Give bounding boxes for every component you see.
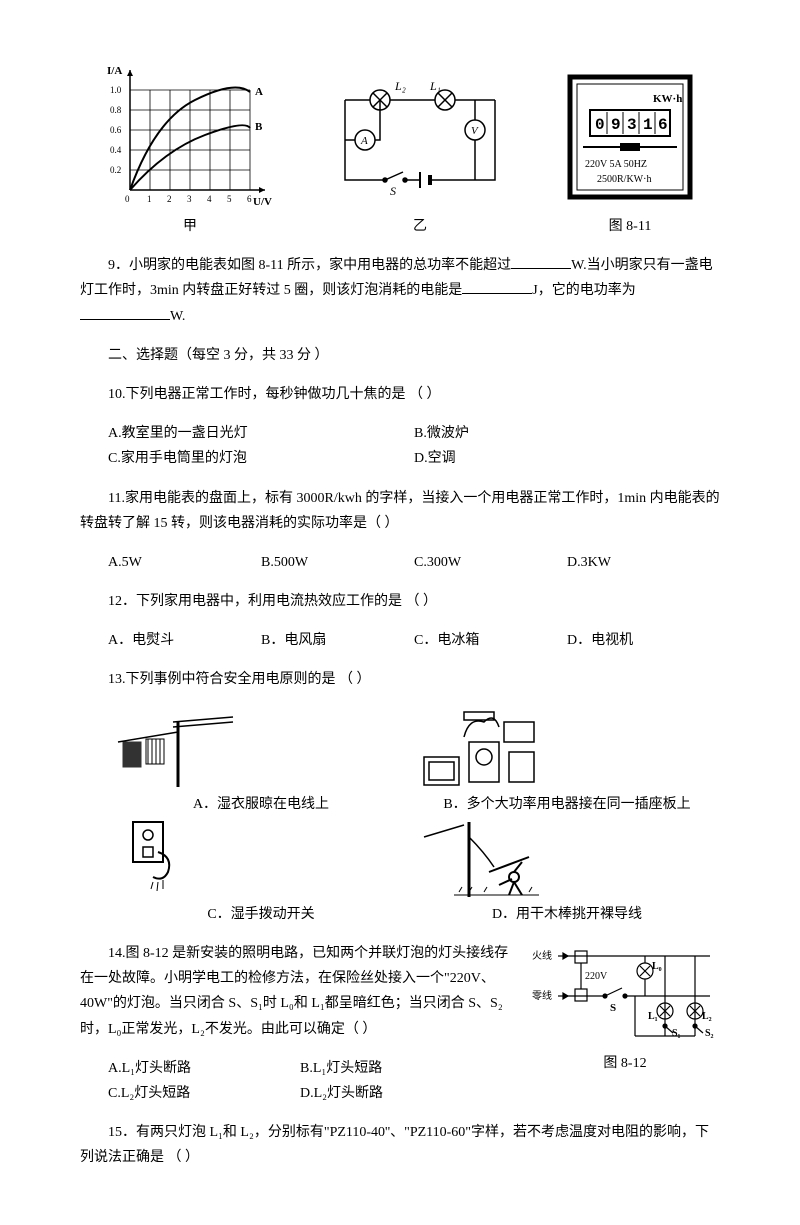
q13-stem: 13.下列事例中符合安全用电原则的是 （ ）	[80, 667, 720, 692]
q14-C: C.L₂灯头短路	[108, 1081, 300, 1106]
svg-text:9: 9	[611, 116, 621, 134]
q14-block: 火线 零线 220V S L₀ L₁ L₂ S₁ S₂ 图 8-12 14.图 …	[80, 941, 720, 1106]
svg-text:0.4: 0.4	[110, 145, 122, 155]
q11-B: B.500W	[261, 550, 414, 575]
q10-options-row2: C.家用手电筒里的灯泡 D.空调	[80, 446, 720, 471]
svg-text:4: 4	[207, 194, 212, 204]
svg-text:零线: 零线	[532, 989, 552, 1002]
svg-text:3: 3	[627, 116, 637, 134]
q14-row2: C.L₂灯头短路 D.L₂灯头断路	[80, 1081, 492, 1106]
q11-options: A.5W B.500W C.300W D.3KW	[80, 550, 720, 575]
q9: 9．小明家的电能表如图 8-11 所示，家中用电器的总功率不能超过W.当小明家只…	[80, 253, 720, 329]
svg-text:1: 1	[147, 194, 152, 204]
svg-text:3: 3	[187, 194, 192, 204]
svg-text:0.2: 0.2	[110, 165, 121, 175]
q12-D: D．电视机	[567, 628, 720, 653]
svg-text:V: V	[471, 125, 479, 137]
blank	[462, 279, 532, 294]
figure-meter: KW·h 0 9 3 1 6 220V 5A 50HZ 2500R/KW·h 图…	[565, 72, 695, 239]
q13-C: C．湿手拨动开关	[108, 902, 414, 927]
svg-text:L₁: L₁	[648, 1011, 658, 1022]
svg-text:2: 2	[167, 194, 172, 204]
svg-text:L₀: L₀	[652, 961, 662, 972]
caption-8-12: 图 8-12	[530, 1051, 720, 1076]
svg-text:0.6: 0.6	[110, 125, 122, 135]
svg-text:0.8: 0.8	[110, 105, 122, 115]
q13-A: A．湿衣服晾在电线上	[108, 792, 414, 817]
q12-stem: 12．下列家用电器中，利用电流热效应工作的是 （ ）	[80, 589, 720, 614]
svg-text:6: 6	[658, 116, 668, 134]
svg-text:220V 5A 50HZ: 220V 5A 50HZ	[585, 159, 647, 170]
q15-stem: 15．有两只灯泡 L₁和 L₂，分别标有"PZ110-40''、"PZ110-6…	[80, 1120, 720, 1170]
svg-text:KW·h: KW·h	[653, 93, 682, 105]
svg-text:L₂: L₂	[394, 79, 406, 93]
svg-text:U/V: U/V	[253, 196, 272, 208]
blank	[80, 305, 170, 320]
svg-text:S₁: S₁	[672, 1028, 681, 1039]
svg-text:0: 0	[595, 116, 605, 134]
svg-text:A: A	[255, 86, 263, 98]
q11-A: A.5W	[108, 550, 261, 575]
q14-B: B.L₁灯头短路	[300, 1056, 492, 1081]
figures-row: A B 0.2 0.4 0.6 0.8 1.0 1 2 3 4 5 6 I/A …	[80, 60, 720, 239]
q10-D: D.空调	[414, 446, 720, 471]
q11-stem: 11.家用电能表的盘面上，标有 3000R/kwh 的字样，当接入一个用电器正常…	[80, 486, 720, 536]
caption-jia: 甲	[105, 214, 275, 239]
q13-row2: C．湿手拨动开关 D．用干木棒挑开裸导线	[80, 817, 720, 927]
q13-D: D．用干木棒挑开裸导线	[414, 902, 720, 927]
q13-img-D	[414, 817, 544, 902]
svg-text:S: S	[390, 184, 396, 198]
svg-text:S₂: S₂	[705, 1028, 714, 1039]
figure-8-12: 火线 零线 220V S L₀ L₁ L₂ S₁ S₂ 图 8-12	[530, 941, 720, 1076]
svg-text:5: 5	[227, 194, 232, 204]
svg-text:2500R/KW·h: 2500R/KW·h	[597, 174, 651, 185]
q10-A: A.教室里的一盏日光灯	[108, 421, 414, 446]
q10-options-row1: A.教室里的一盏日光灯 B.微波炉	[80, 421, 720, 446]
q13-img-A	[108, 712, 238, 792]
q11-D: D.3KW	[567, 550, 720, 575]
svg-text:L₂: L₂	[702, 1011, 712, 1022]
q12-C: C．电冰箱	[414, 628, 567, 653]
svg-text:220V: 220V	[585, 971, 608, 982]
q9-text-d: W.	[170, 309, 185, 324]
q14-row1: A.L₁灯头断路 B.L₁灯头短路	[80, 1056, 492, 1081]
svg-text:0: 0	[125, 194, 130, 204]
q13-img-B	[414, 707, 554, 792]
svg-text:1: 1	[643, 116, 653, 134]
q9-text-c: J，它的电功率为	[532, 283, 635, 298]
caption-8-11: 图 8-11	[565, 214, 695, 239]
svg-text:6: 6	[247, 194, 252, 204]
q10-C: C.家用手电筒里的灯泡	[108, 446, 414, 471]
q10-B: B.微波炉	[414, 421, 720, 446]
q14-D: D.L₂灯头断路	[300, 1081, 492, 1106]
svg-text:L₁: L₁	[429, 79, 441, 93]
svg-text:B: B	[255, 121, 263, 133]
q9-text-a: 9．小明家的电能表如图 8-11 所示，家中用电器的总功率不能超过	[108, 258, 511, 273]
caption-yi: 乙	[325, 214, 515, 239]
svg-text:A: A	[360, 135, 368, 147]
q13-img-C	[108, 817, 198, 902]
q12-options: A．电熨斗 B．电风扇 C．电冰箱 D．电视机	[80, 628, 720, 653]
q13-B: B．多个大功率用电器接在同一插座板上	[414, 792, 720, 817]
q13-row1: A．湿衣服晾在电线上 B．多个大功率用电器接在同一插座板上	[80, 707, 720, 817]
figure-circuit: L₂ L₁ A V S 乙	[325, 60, 515, 239]
svg-text:I/A: I/A	[107, 65, 122, 77]
svg-text:S: S	[610, 1002, 616, 1014]
svg-text:火线: 火线	[532, 949, 552, 962]
svg-text:1.0: 1.0	[110, 85, 122, 95]
figure-graph: A B 0.2 0.4 0.6 0.8 1.0 1 2 3 4 5 6 I/A …	[105, 60, 275, 239]
blank	[511, 254, 571, 269]
q14-A: A.L₁灯头断路	[108, 1056, 300, 1081]
q11-C: C.300W	[414, 550, 567, 575]
q10-stem: 10.下列电器正常工作时，每秒钟做功几十焦的是 （ ）	[80, 382, 720, 407]
section2-header: 二、选择题（每空 3 分，共 33 分 ）	[80, 343, 720, 368]
q12-A: A．电熨斗	[108, 628, 261, 653]
q12-B: B．电风扇	[261, 628, 414, 653]
